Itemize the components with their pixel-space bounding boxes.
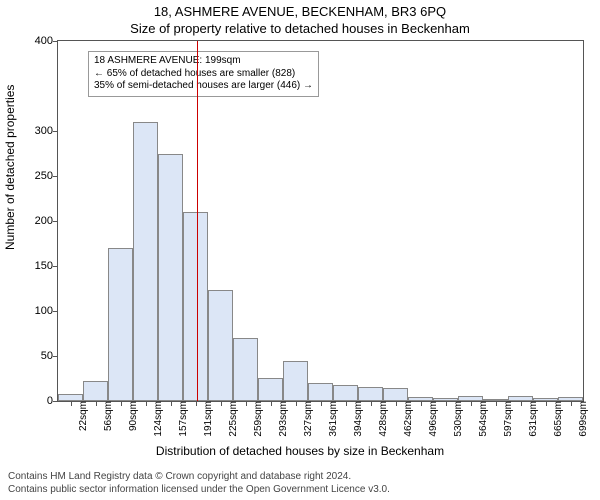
x-tick-mark: [171, 401, 172, 406]
annotation-line-3: 35% of semi-detached houses are larger (…: [94, 80, 313, 93]
histogram-bar: [283, 361, 308, 402]
histogram-bar: [83, 381, 108, 401]
y-tick-label: 100: [35, 305, 53, 317]
x-tick-mark: [146, 401, 147, 406]
x-tick-label: 157sqm: [178, 401, 189, 437]
x-tick-label: 699sqm: [578, 401, 589, 437]
x-tick-label: 564sqm: [478, 401, 489, 437]
histogram-bar: [383, 388, 408, 401]
y-tick-mark: [53, 221, 58, 222]
x-tick-mark: [246, 401, 247, 406]
x-tick-mark: [196, 401, 197, 406]
x-tick-label: 597sqm: [503, 401, 514, 437]
chart-title-2: Size of property relative to detached ho…: [0, 21, 600, 36]
x-tick-label: 665sqm: [553, 401, 564, 437]
y-tick-mark: [53, 356, 58, 357]
x-tick-label: 530sqm: [453, 401, 464, 437]
histogram-bar: [358, 387, 383, 401]
y-tick-label: 250: [35, 170, 53, 182]
y-tick-mark: [53, 131, 58, 132]
annotation-line-1: 18 ASHMERE AVENUE: 199sqm: [94, 55, 313, 68]
x-tick-mark: [496, 401, 497, 406]
x-tick-label: 361sqm: [328, 401, 339, 437]
plot-area: 18 ASHMERE AVENUE: 199sqm ← 65% of detac…: [57, 40, 584, 402]
y-tick-label: 50: [41, 350, 53, 362]
y-tick-mark: [53, 41, 58, 42]
histogram-bar: [158, 154, 183, 402]
histogram-bar: [108, 248, 133, 401]
y-tick-label: 400: [35, 35, 53, 47]
y-tick-label: 300: [35, 125, 53, 137]
x-tick-label: 22sqm: [78, 401, 89, 431]
y-tick-mark: [53, 401, 58, 402]
x-tick-mark: [371, 401, 372, 406]
x-tick-mark: [521, 401, 522, 406]
histogram-bar: [133, 122, 158, 401]
x-tick-mark: [221, 401, 222, 406]
x-tick-mark: [346, 401, 347, 406]
y-tick-mark: [53, 311, 58, 312]
y-axis-label: Number of detached properties: [3, 85, 17, 250]
histogram-bar: [233, 338, 258, 401]
x-tick-mark: [421, 401, 422, 406]
property-marker-line: [197, 41, 198, 401]
x-tick-mark: [121, 401, 122, 406]
x-tick-label: 191sqm: [203, 401, 214, 437]
footer-line-1: Contains HM Land Registry data © Crown c…: [8, 471, 351, 482]
x-tick-label: 462sqm: [403, 401, 414, 437]
histogram-bar: [58, 394, 83, 401]
x-tick-mark: [446, 401, 447, 406]
y-tick-label: 200: [35, 215, 53, 227]
histogram-bar: [183, 212, 208, 401]
x-tick-mark: [546, 401, 547, 406]
x-tick-label: 259sqm: [253, 401, 264, 437]
x-tick-label: 394sqm: [353, 401, 364, 437]
x-tick-label: 90sqm: [128, 401, 139, 431]
y-tick-label: 150: [35, 260, 53, 272]
x-tick-mark: [296, 401, 297, 406]
x-tick-mark: [571, 401, 572, 406]
x-tick-label: 631sqm: [528, 401, 539, 437]
x-tick-mark: [96, 401, 97, 406]
footer-line-2: Contains public sector information licen…: [8, 484, 390, 495]
x-axis-label: Distribution of detached houses by size …: [0, 444, 600, 458]
histogram-bar: [308, 383, 333, 401]
histogram-bar: [208, 290, 233, 401]
histogram-bar: [333, 385, 358, 401]
histogram-bar: [258, 378, 283, 401]
y-tick-mark: [53, 266, 58, 267]
x-tick-mark: [396, 401, 397, 406]
x-tick-label: 428sqm: [378, 401, 389, 437]
x-tick-label: 496sqm: [428, 401, 439, 437]
x-tick-mark: [321, 401, 322, 406]
x-tick-label: 56sqm: [103, 401, 114, 431]
annotation-line-2: ← 65% of detached houses are smaller (82…: [94, 68, 313, 81]
x-tick-mark: [71, 401, 72, 406]
y-tick-mark: [53, 176, 58, 177]
x-tick-label: 327sqm: [303, 401, 314, 437]
x-tick-mark: [471, 401, 472, 406]
chart-title-1: 18, ASHMERE AVENUE, BECKENHAM, BR3 6PQ: [0, 4, 600, 19]
annotation-box: 18 ASHMERE AVENUE: 199sqm ← 65% of detac…: [88, 51, 319, 97]
x-tick-mark: [271, 401, 272, 406]
x-tick-label: 225sqm: [228, 401, 239, 437]
x-tick-label: 124sqm: [153, 401, 164, 437]
x-tick-label: 293sqm: [278, 401, 289, 437]
